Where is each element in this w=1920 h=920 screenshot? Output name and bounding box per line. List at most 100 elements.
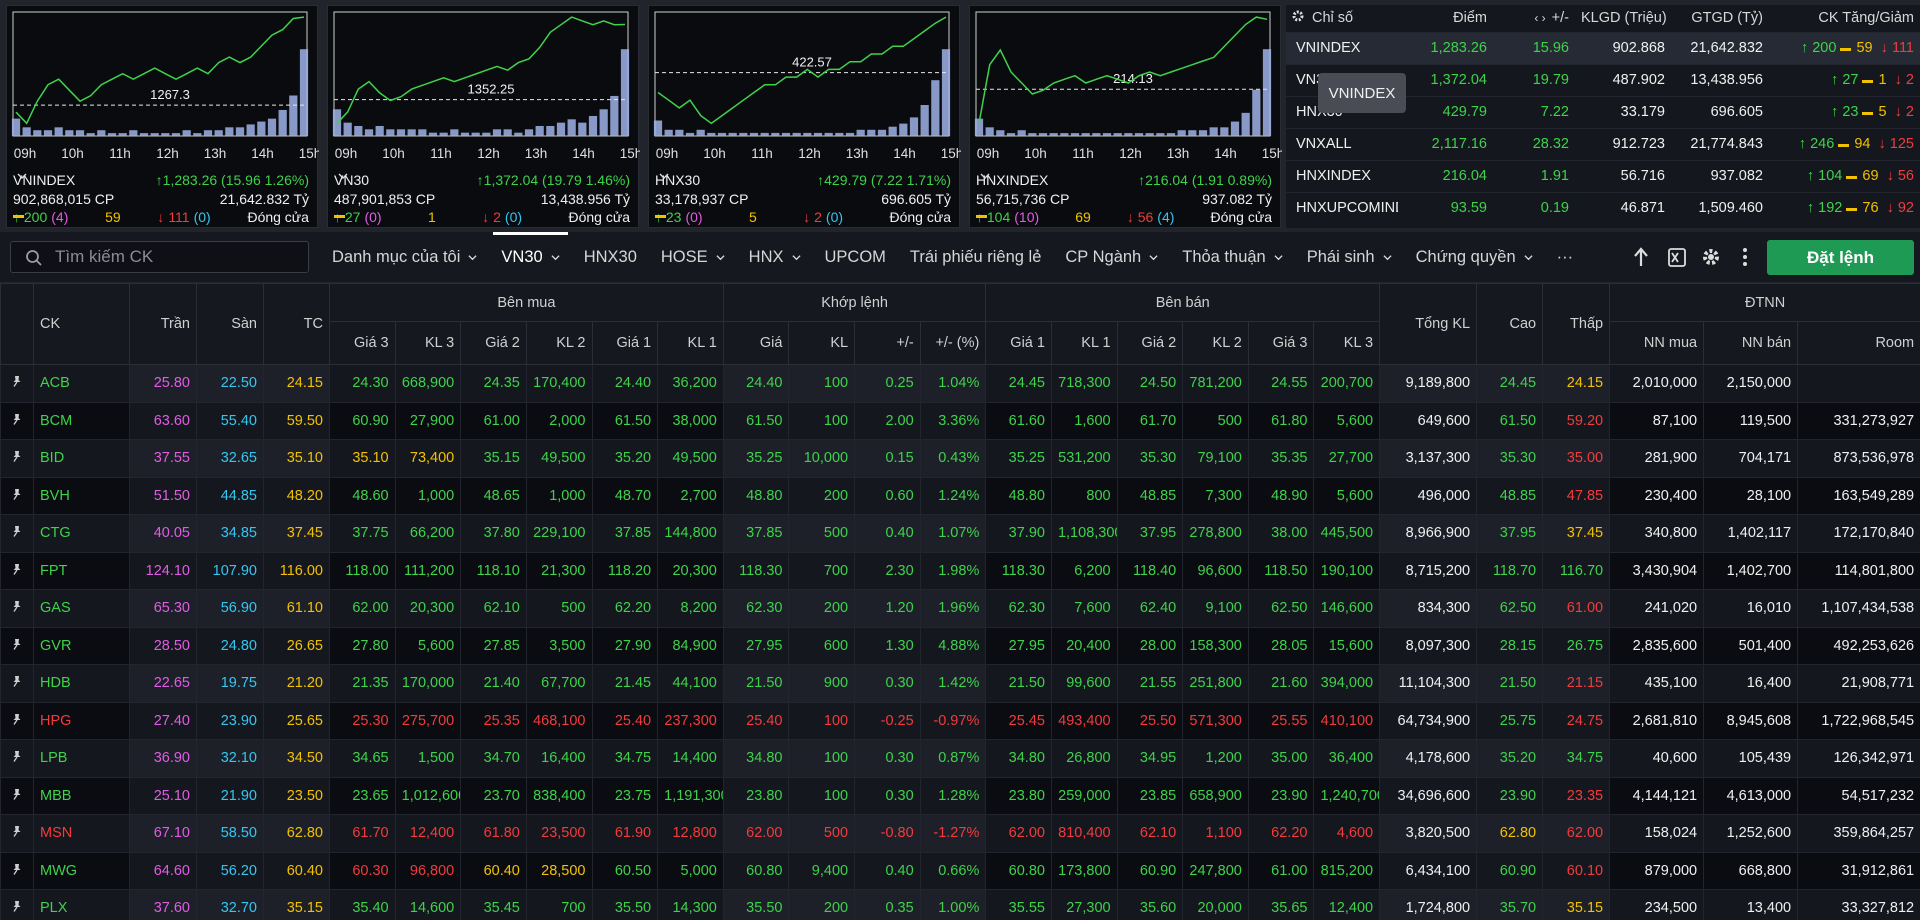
tab[interactable]: HNX30 <box>572 232 649 282</box>
cell: 61.50 <box>722 401 790 440</box>
cell: 16,010 <box>1703 589 1799 628</box>
cell: 23,500 <box>525 814 593 853</box>
stock-row: LPB 36.90 32.10 34.50 34.65 1,500 34.70 16,400 3… <box>0 739 1920 778</box>
tab[interactable]: Thỏa thuận <box>1170 232 1294 282</box>
cell: 61.80 <box>460 814 527 853</box>
index-name: HNXINDEX <box>976 172 1048 188</box>
stock-row: MBB 25.10 21.90 23.50 23.65 1,012,600 23.70 838… <box>0 776 1920 815</box>
cell: 8,097,300 <box>1379 626 1478 665</box>
toggle-arrows[interactable]: ‹ › <box>1534 11 1546 26</box>
pin-icon[interactable] <box>11 563 23 575</box>
tool-icons[interactable] <box>1628 232 1818 282</box>
breadth: ↑ 23 5 ↓ 2 <box>1769 95 1920 128</box>
cell: 35.70 <box>1476 889 1544 920</box>
cell: 144,800 <box>657 514 724 553</box>
tab-label: Trái phiếu riêng lẻ <box>909 247 1042 266</box>
volume-bar <box>824 132 833 136</box>
pin-icon[interactable] <box>11 900 23 913</box>
cell: 61.50 <box>591 401 659 440</box>
cell: 600 <box>788 626 856 665</box>
cell: 21.90 <box>196 776 264 815</box>
tab[interactable]: CP Ngành <box>1053 232 1170 282</box>
tab[interactable]: HOSE <box>649 232 737 282</box>
cell: 48.20 <box>263 476 330 515</box>
up-arrow: ↑ <box>1806 200 1819 217</box>
cell: 62.00 <box>985 814 1052 853</box>
header-cell: Giá 2 <box>1116 321 1184 365</box>
stock-row: FPT 124.10 107.90 116.00 118.00 111,200 118.10… <box>0 551 1920 590</box>
cell: 118.00 <box>329 551 396 590</box>
cell: 23.80 <box>985 776 1052 815</box>
index-points: 2,117.16 <box>1398 127 1493 160</box>
pin-icon[interactable] <box>11 638 23 650</box>
index-volume: 487.902 <box>1575 63 1671 96</box>
pin-cell <box>0 364 34 403</box>
cell: 25.30 <box>329 701 396 740</box>
flat-icon <box>1840 48 1852 51</box>
pin-icon[interactable] <box>11 600 23 613</box>
cell: 35.35 <box>1247 439 1315 478</box>
pin-cell <box>0 851 34 890</box>
cell: 900 <box>788 664 856 703</box>
tab[interactable]: Danh mục của tôi <box>320 232 489 282</box>
pin-icon[interactable] <box>11 450 23 463</box>
pin-icon[interactable] <box>11 713 23 725</box>
cell: 35.20 <box>591 439 659 478</box>
pin-icon[interactable] <box>11 525 23 538</box>
cell: 879,000 <box>1609 851 1705 890</box>
order-button[interactable]: Đặt lệnh <box>1767 240 1914 275</box>
cell: 60.90 <box>1116 851 1184 890</box>
volume-bar <box>707 132 716 136</box>
info-row: 902,868,015 CP 21,642.832 Tỷ <box>13 191 309 207</box>
cell: 61.10 <box>263 589 330 628</box>
tab[interactable]: Phái sinh <box>1295 232 1404 282</box>
pin-icon[interactable] <box>11 375 23 388</box>
cell: 1.28% <box>919 776 987 815</box>
pin-icon[interactable] <box>11 750 23 763</box>
cell: 28,500 <box>525 851 593 890</box>
cell: 21.55 <box>1116 664 1184 703</box>
volume-bar <box>22 127 31 136</box>
tab[interactable]: Chứng quyền <box>1404 232 1545 282</box>
cell: 500 <box>788 814 856 853</box>
pin-icon[interactable] <box>11 825 23 838</box>
cell: 14,600 <box>394 889 462 920</box>
tab[interactable]: HNX <box>737 232 813 282</box>
cell: 0.66% <box>919 851 987 890</box>
tab[interactable]: UPCOM <box>813 232 898 282</box>
cell: 59.20 <box>1542 401 1611 440</box>
search-box[interactable]: Tìm kiếm CK <box>10 241 309 273</box>
cell: 36,400 <box>1313 739 1381 778</box>
tab[interactable]: ··· <box>1545 232 1585 282</box>
declines-count: 2 <box>814 209 822 225</box>
cell: 9,100 <box>1182 589 1249 628</box>
volume-bar <box>1113 133 1122 136</box>
cell: 500 <box>1182 401 1249 440</box>
volume-bar <box>535 125 544 136</box>
cell: 25.50 <box>1116 701 1184 740</box>
chevron <box>1383 254 1392 260</box>
tab[interactable]: VN30 <box>489 232 571 282</box>
cell: 658,900 <box>1182 776 1249 815</box>
pin-icon[interactable] <box>11 413 23 425</box>
volume-bar <box>856 129 865 136</box>
cell: 27.85 <box>460 626 527 665</box>
pin-icon[interactable] <box>11 488 23 500</box>
tab[interactable]: Trái phiếu riêng lẻ <box>898 232 1053 282</box>
volume-bar <box>588 115 598 136</box>
volume-bar <box>11 118 21 136</box>
cell: 62.40 <box>1116 589 1184 628</box>
cell: 20,000 <box>1182 889 1249 920</box>
cell: 23.70 <box>460 776 527 815</box>
volume-bar <box>899 123 908 136</box>
pin-icon[interactable] <box>11 788 23 800</box>
volume-bar <box>664 129 673 136</box>
up-arrow: ↑ <box>817 172 825 188</box>
pin-icon[interactable] <box>11 863 23 875</box>
cell: 73,400 <box>394 439 462 478</box>
cell: 37.85 <box>591 514 659 553</box>
volume-bar <box>139 133 149 136</box>
floor-count: (0) <box>504 209 523 225</box>
pin-icon[interactable] <box>11 675 23 688</box>
time-label: 11h <box>751 146 773 161</box>
